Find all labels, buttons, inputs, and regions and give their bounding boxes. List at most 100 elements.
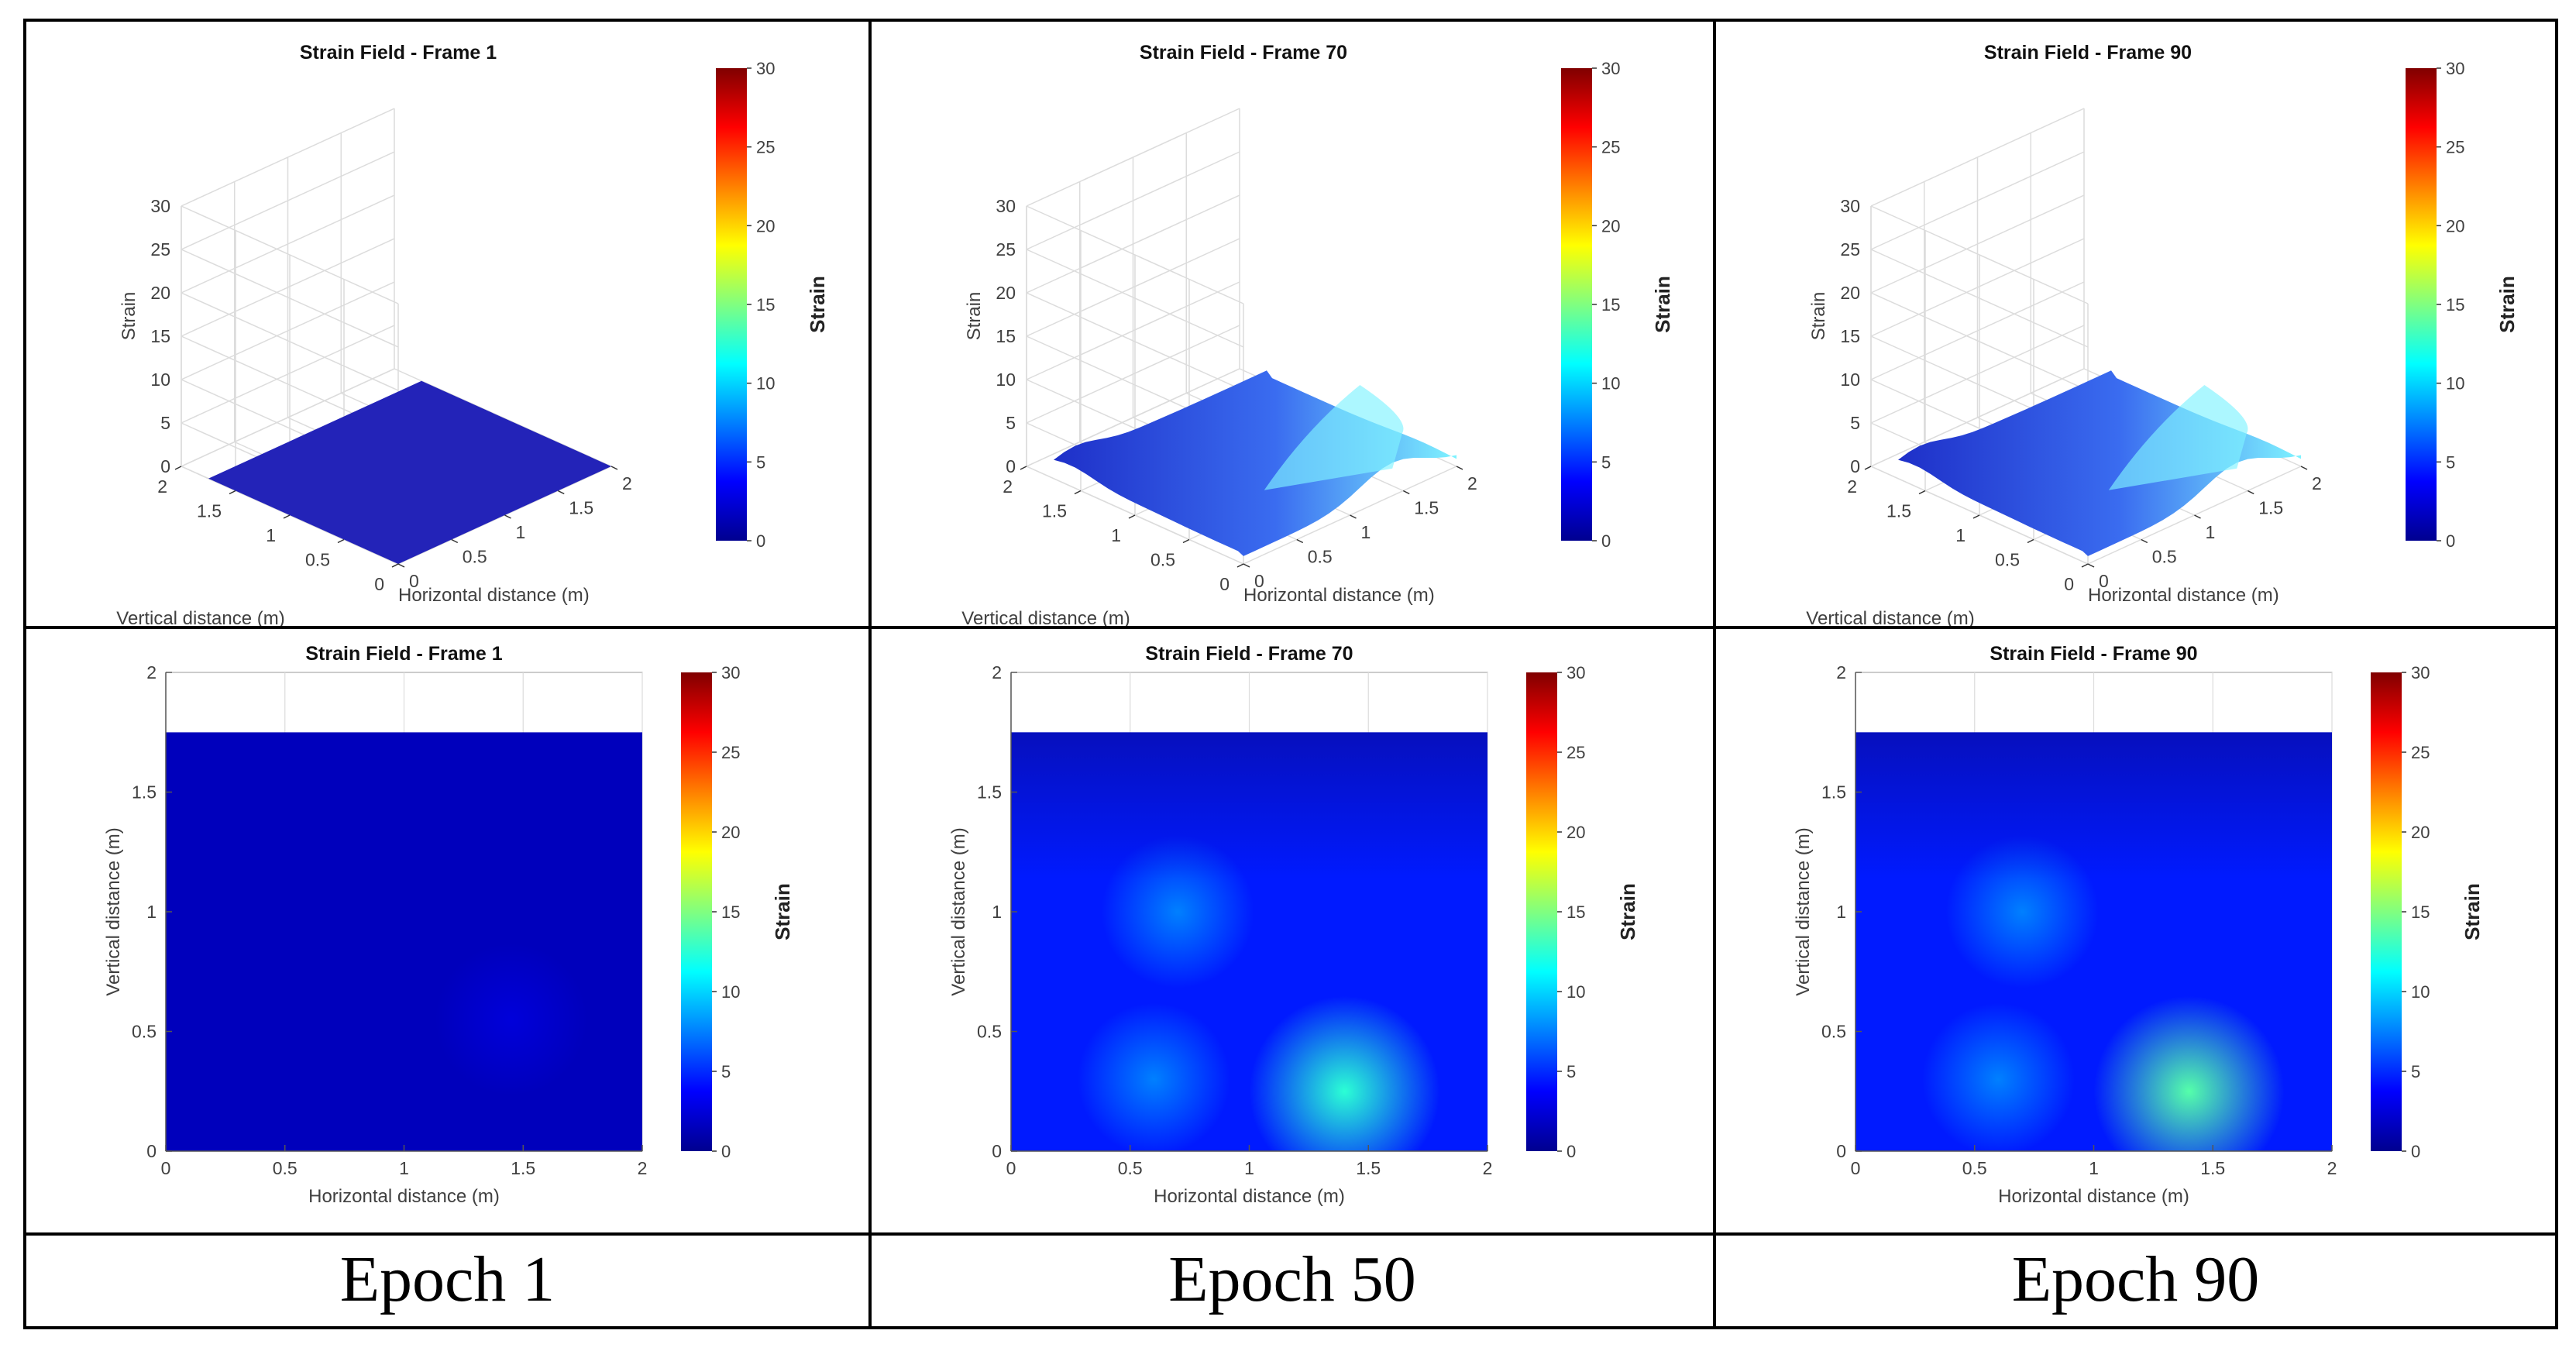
heatmap-plot-frame-1: Strain Field - Frame 10 0.5 1 1.5 200.511.52… <box>103 643 794 1207</box>
colorbar-tick-label: 20 <box>721 823 740 842</box>
z-tick-label: 30 <box>150 196 170 216</box>
caption-epoch-50: Epoch 50 <box>1168 1243 1416 1315</box>
colorbar-tick-label: 0 <box>2446 531 2455 551</box>
colorbar <box>2406 68 2437 541</box>
x-tick-label: 0.5 <box>1308 547 1333 567</box>
colorbar-tick-label: 30 <box>1567 663 1585 682</box>
colorbar-label: Strain <box>1651 276 1674 333</box>
colorbar <box>2371 672 2402 1151</box>
colorbar-tick-label: 15 <box>721 902 740 922</box>
z-axis-label: Strain <box>119 292 139 341</box>
y-tick <box>1020 466 1027 470</box>
colorbar-tick-label: 20 <box>1601 216 1620 235</box>
grid-line <box>1870 368 2085 467</box>
x-tick <box>397 563 405 568</box>
x-tick <box>2247 490 2254 495</box>
y-tick-label: 1 <box>266 525 276 545</box>
y-tick-label: 0.5 <box>977 1022 1002 1042</box>
colorbar-tick-label: 25 <box>1567 743 1585 762</box>
z-tick-label: 25 <box>150 239 170 260</box>
colorbar-tick-label: 15 <box>1567 902 1585 922</box>
x-tick <box>2300 466 2308 470</box>
y-axis-label: Vertical distance (m) <box>948 827 969 995</box>
x-axis-label: Horizontal distance (m) <box>1243 585 1435 606</box>
y-tick <box>229 490 236 495</box>
y-tick-label: 1 <box>1836 902 1846 922</box>
y-tick <box>2027 538 2034 544</box>
colorbar-tick-label: 20 <box>756 216 775 235</box>
x-axis-label: Horizontal distance (m) <box>308 1186 500 1207</box>
y-tick <box>1918 490 1926 495</box>
y-tick-label: 0.5 <box>1821 1022 1846 1042</box>
y-tick <box>283 514 291 519</box>
caption-cell: Epoch 90 <box>1716 1236 2555 1326</box>
grid-line <box>1026 368 1240 467</box>
y-tick-label: 1.5 <box>1821 782 1846 803</box>
z-tick-label: 15 <box>1840 326 1860 346</box>
colorbar-tick-label: 0 <box>1567 1142 1576 1161</box>
x-axis-label: Horizontal distance (m) <box>2088 585 2279 606</box>
heatmap-cell-epoch-90: Strain Field - Frame 90 0 0.5 1 1.5 2 0 0.5 1 1.5… <box>1716 629 2555 1232</box>
z-tick-label: 20 <box>1840 283 1860 303</box>
y-tick <box>174 466 182 470</box>
x-tick-label: 1.5 <box>569 498 593 518</box>
y-tick-label: 0 <box>146 1141 156 1161</box>
heatmap-cell-epoch-1: Strain Field - Frame 1 0 0.5 1 1.5 2 0 0.5 1 1.5 2… <box>26 629 868 1232</box>
colorbar-tick-label: 5 <box>756 452 765 472</box>
x-tick <box>2141 538 2148 544</box>
colorbar-tick-label: 10 <box>2411 982 2430 1002</box>
x-tick <box>504 514 511 519</box>
y-tick-label: 2 <box>157 476 167 497</box>
x-tick-label: 0.5 <box>273 1158 297 1178</box>
y-tick-label: 1.5 <box>197 501 222 521</box>
x-tick-label: 0 <box>409 571 419 591</box>
heatmap-field <box>166 732 642 1151</box>
x-tick <box>1243 563 1250 568</box>
x-tick-label: 2 <box>1483 1158 1493 1178</box>
colorbar <box>1526 672 1557 1151</box>
y-axis-label: Vertical distance (m) <box>116 608 284 626</box>
heatmap-plot-frame-70: Strain Field - Frame 700 0.5 1 1.5 200.511.5… <box>948 643 1639 1207</box>
y-tick <box>1128 514 1136 519</box>
heatmap-field <box>1855 732 2332 1151</box>
z-axis-label: Strain <box>1808 292 1829 341</box>
surface-plot-frame-1: Strain Field - Frame 100.511.5200.511.52… <box>116 42 829 629</box>
x-tick-label: 1 <box>516 522 526 542</box>
y-tick-label: 0 <box>992 1141 1002 1161</box>
x-tick-label: 1.5 <box>1414 498 1439 518</box>
z-tick-label: 20 <box>996 283 1016 303</box>
grid-line <box>181 368 395 467</box>
y-tick-label: 1 <box>992 902 1002 922</box>
colorbar <box>1561 68 1592 541</box>
plot-title: Strain Field - Frame 90 <box>1984 42 2192 64</box>
y-tick-label: 2 <box>992 662 1002 682</box>
colorbar-tick-label: 25 <box>721 743 740 762</box>
heatmap-plot-frame-90: Strain Field - Frame 900 0.5 1 1.5 200.511.5… <box>1793 643 2484 1207</box>
colorbar-tick-label: 0 <box>2411 1142 2420 1161</box>
colorbar-tick-label: 25 <box>756 138 775 157</box>
x-tick <box>610 466 618 470</box>
z-tick-label: 30 <box>1840 196 1860 216</box>
z-axis-label: Strain <box>964 292 985 341</box>
colorbar-tick-label: 10 <box>1567 982 1585 1002</box>
plot-title: Strain Field - Frame 70 <box>1140 42 1347 64</box>
x-tick <box>2194 514 2201 519</box>
colorbar-tick-label: 5 <box>1567 1062 1576 1081</box>
figure-table: Strain Field - Frame 1 0 0.5 1 1.5 2 0 0.5 1 1.5 2… <box>23 19 2558 1329</box>
x-axis-label: Horizontal distance (m) <box>398 585 590 606</box>
z-tick-label: 25 <box>996 239 1016 260</box>
y-axis-label: Vertical distance (m) <box>1793 827 1814 995</box>
y-tick-label: 2 <box>1847 476 1857 497</box>
heatmap-hotspot <box>435 943 588 1096</box>
y-tick-label: 2 <box>1003 476 1013 497</box>
x-axis-label: Horizontal distance (m) <box>1154 1186 1345 1207</box>
colorbar-tick-label: 30 <box>756 59 775 78</box>
colorbar-tick-label: 20 <box>2446 216 2464 235</box>
z-tick-label: 15 <box>150 326 170 346</box>
x-tick-label: 1.5 <box>511 1158 535 1178</box>
z-tick-label: 0 <box>160 456 170 476</box>
colorbar-label: Strain <box>771 883 794 940</box>
x-tick-label: 1.5 <box>1356 1158 1381 1178</box>
y-tick <box>1074 490 1082 495</box>
y-tick-label: 1.5 <box>1042 501 1067 521</box>
